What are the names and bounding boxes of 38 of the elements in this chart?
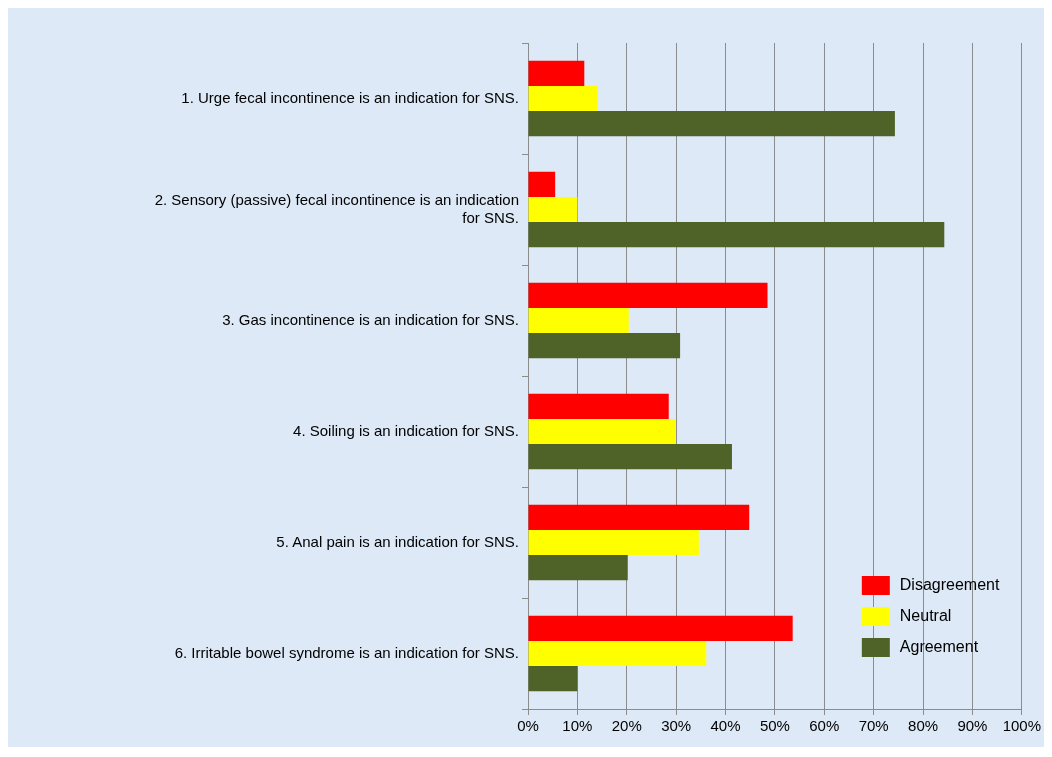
bar (528, 85, 598, 112)
bar (528, 640, 707, 667)
bar (528, 666, 578, 692)
bar (528, 615, 793, 641)
bar (528, 222, 945, 248)
y-tick-label: 2. Sensory (passive) fecal incontinence is an indication for SNS. (154, 190, 519, 226)
x-tick-label: 20% (611, 717, 642, 735)
bar (528, 171, 556, 197)
x-tick-label: 60% (809, 717, 840, 735)
bar (528, 307, 629, 334)
x-tick-label: 70% (858, 717, 889, 735)
bar (528, 529, 699, 556)
bar (528, 504, 750, 530)
legend-label: Agreement (899, 638, 979, 656)
bar (528, 444, 732, 470)
x-tick-label: 80% (908, 717, 939, 735)
legend-label: Neutral (899, 607, 952, 625)
x-tick-label: 100% (1002, 717, 1042, 735)
bar (528, 555, 628, 581)
y-tick-label: 6. Irritable bowel syndrome is an indication for SNS. (174, 643, 519, 661)
bar (528, 282, 768, 308)
y-tick-label: 5. Anal pain is an indication for SNS. (276, 532, 519, 550)
bar (528, 418, 676, 445)
x-tick-label: 10% (562, 717, 593, 735)
bar (528, 60, 585, 86)
bar (528, 333, 681, 359)
y-tick-label: 4. Soiling is an indication for SNS. (293, 421, 519, 439)
x-tick-label: 90% (957, 717, 988, 735)
bar (528, 196, 578, 223)
x-tick-label: 50% (759, 717, 790, 735)
legend-label: Disagreement (899, 576, 1000, 594)
y-tick-label: 1. Urge fecal incontinence is an indication for SNS. (181, 88, 519, 106)
y-tick-label: 3. Gas incontinence is an indication for SNS. (222, 310, 519, 328)
bar (528, 111, 895, 137)
bar (528, 393, 669, 419)
x-tick-label: 40% (710, 717, 741, 735)
x-tick-label: 0% (517, 717, 539, 735)
x-tick-label: 30% (661, 717, 692, 735)
